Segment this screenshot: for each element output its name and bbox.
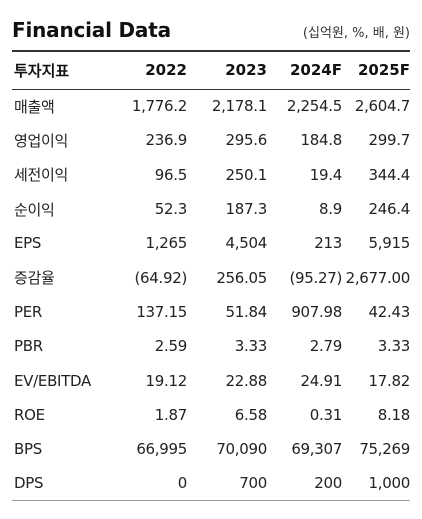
cell-2025f: 3.33 <box>377 337 411 356</box>
cell-2023: 256.05 <box>216 268 267 287</box>
cell-2025f: 2,604.7 <box>354 97 410 116</box>
cell-2023: 70,090 <box>216 440 267 459</box>
cell-2025f: 17.82 <box>368 371 411 390</box>
row-label: PBR <box>14 337 43 356</box>
cell-2024f: 2,254.5 <box>286 97 342 116</box>
cell-2023: 187.3 <box>225 200 268 219</box>
row-label: PER <box>14 302 43 321</box>
cell-2024f: 907.98 <box>291 302 342 321</box>
table-row: EV/EBITDA 19.12 22.88 24.91 17.82 <box>12 363 410 397</box>
cell-2022: 1,776.2 <box>131 97 187 116</box>
cell-2025f: 344.4 <box>368 165 411 184</box>
cell-2025f: 1,000 <box>368 474 411 493</box>
row-label: 증감율 <box>14 269 55 288</box>
row-label: EV/EBITDA <box>14 371 91 390</box>
cell-2024f: 8.9 <box>319 200 342 219</box>
cell-2023: 6.58 <box>234 405 268 424</box>
cell-2023: 250.1 <box>225 165 268 184</box>
cell-2025f: 299.7 <box>368 131 411 150</box>
cell-2022: 19.12 <box>145 371 188 390</box>
cell-2024f: (95.27) <box>289 268 342 287</box>
cell-2022: 0 <box>177 474 188 493</box>
cell-2023: 3.33 <box>234 337 268 356</box>
table-row: BPS 66,995 70,090 69,307 75,269 <box>12 432 410 466</box>
cell-2024f: 19.4 <box>309 165 343 184</box>
column-header-2022: 2022 <box>145 61 187 80</box>
panel-title: Financial Data <box>12 18 171 42</box>
cell-2022: 96.5 <box>154 165 188 184</box>
cell-2024f: 184.8 <box>300 131 343 150</box>
table-row: 증감율 (64.92) 256.05 (95.27) 2,677.00 <box>12 260 410 294</box>
cell-2022: (64.92) <box>134 268 187 287</box>
cell-2025f: 42.43 <box>368 302 411 321</box>
table-row: 영업이익 236.9 295.6 184.8 299.7 <box>12 123 410 157</box>
cell-2022: 66,995 <box>136 440 187 459</box>
row-label: DPS <box>14 474 44 493</box>
cell-2025f: 246.4 <box>368 200 411 219</box>
column-header-2023: 2023 <box>225 61 267 80</box>
row-label: 매출액 <box>14 97 55 116</box>
cell-2025f: 8.18 <box>377 405 411 424</box>
cell-2023: 2,178.1 <box>211 97 267 116</box>
table-header-row: 투자지표 2022 2023 2024F 2025F <box>12 51 410 89</box>
cell-2023: 295.6 <box>225 131 268 150</box>
title-row: Financial Data (십억원, %, 배, 원) <box>12 18 410 48</box>
cell-2023: 4,504 <box>225 234 268 253</box>
column-header-indicator: 투자지표 <box>14 61 70 80</box>
unit-note: (십억원, %, 배, 원) <box>302 26 410 41</box>
row-label: ROE <box>14 405 45 424</box>
cell-2024f: 0.31 <box>309 405 343 424</box>
cell-2025f: 5,915 <box>368 234 411 253</box>
table-row: 세전이익 96.5 250.1 19.4 344.4 <box>12 158 410 192</box>
cell-2025f: 75,269 <box>359 440 410 459</box>
cell-2022: 137.15 <box>136 302 187 321</box>
table-row: ROE 1.87 6.58 0.31 8.18 <box>12 398 410 432</box>
cell-2023: 700 <box>239 474 267 493</box>
cell-2022: 52.3 <box>154 200 188 219</box>
row-label: 순이익 <box>14 200 55 219</box>
cell-2022: 236.9 <box>145 131 188 150</box>
table-row: PBR 2.59 3.33 2.79 3.33 <box>12 329 410 363</box>
row-label: 영업이익 <box>14 131 69 150</box>
cell-2022: 1.87 <box>154 405 188 424</box>
table-row: 순이익 52.3 187.3 8.9 246.4 <box>12 192 410 226</box>
cell-2024f: 213 <box>314 234 342 253</box>
cell-2024f: 2.79 <box>309 337 343 356</box>
row-label: 세전이익 <box>14 166 69 185</box>
cell-2025f: 2,677.00 <box>345 268 411 287</box>
cell-2024f: 200 <box>314 474 342 493</box>
cell-2024f: 24.91 <box>300 371 343 390</box>
table-row: EPS 1,265 4,504 213 5,915 <box>12 226 410 260</box>
cell-2022: 2.59 <box>154 337 188 356</box>
column-header-2024f: 2024F <box>290 61 342 80</box>
cell-2024f: 69,307 <box>291 440 342 459</box>
financial-table: 투자지표 2022 2023 2024F 2025F 매출액 1,776.2 2… <box>12 50 410 501</box>
row-label: BPS <box>14 440 42 459</box>
cell-2022: 1,265 <box>145 234 188 253</box>
column-header-2025f: 2025F <box>358 61 410 80</box>
row-label: EPS <box>14 234 42 253</box>
table-row: DPS 0 700 200 1,000 <box>12 466 411 501</box>
cell-2023: 22.88 <box>225 371 268 390</box>
cell-2023: 51.84 <box>225 302 268 321</box>
table-row: 매출액 1,776.2 2,178.1 2,254.5 2,604.7 <box>12 89 410 123</box>
table-row: PER 137.15 51.84 907.98 42.43 <box>12 295 410 329</box>
